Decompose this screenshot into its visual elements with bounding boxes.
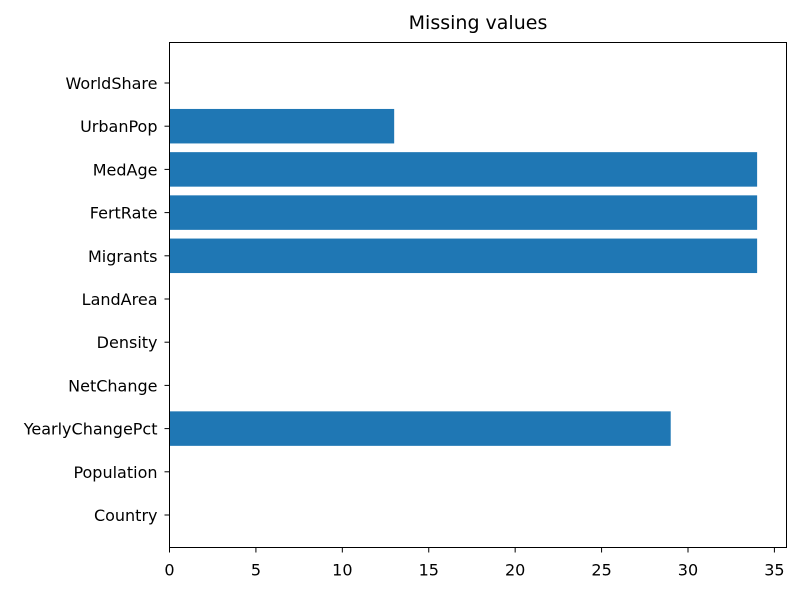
- x-tick-label-20: 20: [505, 561, 525, 580]
- x-tick-label-10: 10: [332, 561, 352, 580]
- x-tick-label-30: 30: [678, 561, 698, 580]
- y-tick-label-fertrate: FertRate: [90, 204, 158, 223]
- y-axis: Country Population YearlyChangePct NetChang…: [23, 74, 170, 525]
- y-tick-label-country: Country: [94, 506, 158, 525]
- bars-layer: [169, 108, 758, 446]
- y-tick-label-population: Population: [73, 463, 157, 482]
- y-tick-label-migrants: Migrants: [88, 247, 158, 266]
- x-tick-label-25: 25: [591, 561, 611, 580]
- plot-area-frame: [169, 42, 787, 548]
- x-tick-label-0: 0: [164, 561, 174, 580]
- x-tick-label-15: 15: [419, 561, 439, 580]
- y-tick-label-netchange: NetChange: [68, 376, 157, 395]
- x-axis: 0 5 10 15 20 25 30 35: [164, 547, 785, 580]
- y-tick-label-density: Density: [97, 333, 158, 352]
- y-tick-label-landarea: LandArea: [82, 290, 158, 309]
- bar-yearlychangepct: [169, 411, 671, 446]
- y-tick-label-urbanpop: UrbanPop: [80, 117, 157, 136]
- x-tick-label-5: 5: [251, 561, 261, 580]
- bar-medage: [169, 152, 758, 187]
- chart-title: Missing values: [409, 12, 548, 34]
- bar-fertrate: [169, 195, 758, 230]
- x-tick-label-35: 35: [764, 561, 784, 580]
- bar-urbanpop: [169, 108, 395, 144]
- bar-migrants: [169, 238, 758, 274]
- y-tick-label-yearlychangepct: YearlyChangePct: [23, 420, 158, 439]
- y-tick-label-medage: MedAge: [93, 160, 158, 179]
- y-tick-label-worldshare: WorldShare: [65, 74, 157, 93]
